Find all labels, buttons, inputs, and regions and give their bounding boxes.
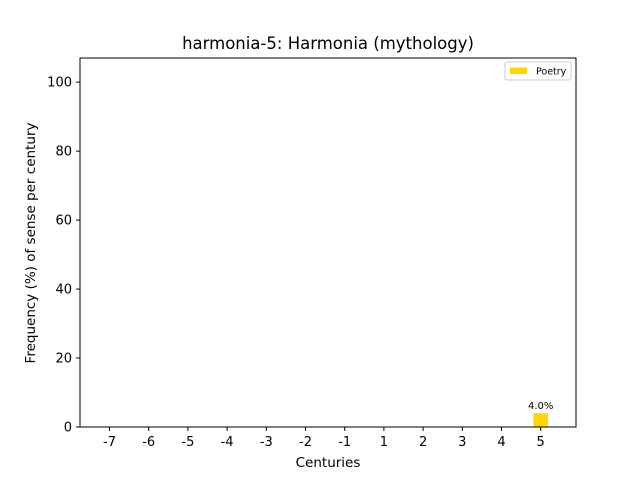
plot-area: 4.0% -7 -6 -5 -4 -3 -2 -1 1 2 3 4 5 0 20 40 60 80 100 <box>47 57 577 450</box>
legend-label: Poetry <box>536 67 567 78</box>
x-tick-label: -7 <box>103 435 116 450</box>
data-label: 4.0% <box>528 401 553 412</box>
y-tick-label: 0 <box>64 421 72 436</box>
legend: Poetry <box>504 61 572 81</box>
y-tick-label: 40 <box>55 283 72 298</box>
bar <box>533 413 548 427</box>
x-tick-label: 4 <box>497 435 505 450</box>
x-tick-label: 3 <box>458 435 466 450</box>
legend-swatch <box>510 67 527 74</box>
x-tick-label: 5 <box>537 435 545 450</box>
x-tick-label: 2 <box>419 435 427 450</box>
axes-frame <box>79 57 577 428</box>
y-tick-label: 60 <box>55 214 72 229</box>
x-axis-label: Centuries <box>296 455 361 471</box>
x-tick-label: -2 <box>299 435 312 450</box>
x-tick-label: -4 <box>221 435 234 450</box>
chart-title: harmonia-5: Harmonia (mythology) <box>182 34 474 53</box>
x-tick-label: -3 <box>260 435 273 450</box>
x-tick-label: -1 <box>338 435 351 450</box>
y-axis-label: Frequency (%) of sense per century <box>23 123 39 364</box>
y-tick-label: 100 <box>47 76 72 91</box>
legend-box <box>504 61 572 81</box>
x-tick-label: -5 <box>181 435 194 450</box>
x-tick-label: 1 <box>380 435 388 450</box>
x-tick-label: -6 <box>142 435 155 450</box>
y-tick-label: 20 <box>55 352 72 367</box>
y-tick-label: 80 <box>55 145 72 160</box>
